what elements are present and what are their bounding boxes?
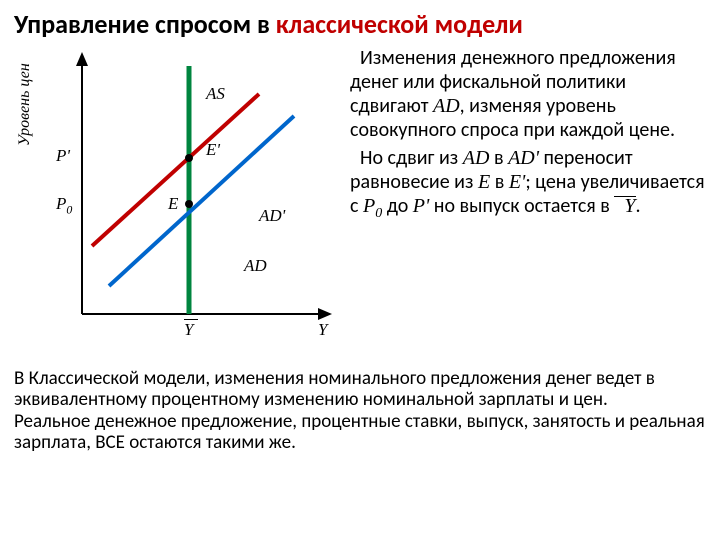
bottom-p1: В Классической модели, изменения номинал… xyxy=(14,368,706,411)
title-part1: Управление спросом в xyxy=(14,8,276,40)
s2h: E' xyxy=(509,171,526,193)
label-as: AS xyxy=(206,84,225,104)
chart-area: Уровень цен AS E' P' P0 E AD' AD Y xyxy=(14,46,344,356)
label-p0-p: P xyxy=(56,194,66,213)
s2m: но выпуск остается в xyxy=(429,194,614,218)
ybar-overline xyxy=(184,319,198,336)
e-point xyxy=(185,200,193,208)
s2g: в xyxy=(490,170,509,194)
label-ybar: Y xyxy=(184,320,193,340)
s2n: Y xyxy=(614,194,635,218)
content-row: Уровень цен AS E' P' P0 E AD' AD Y xyxy=(14,46,706,356)
s2n-y: Y xyxy=(624,195,635,217)
s2o: . xyxy=(636,194,641,218)
s2d: AD' xyxy=(508,147,539,169)
label-eprime: E' xyxy=(206,140,220,160)
eprime-point xyxy=(185,154,193,162)
s2c: в xyxy=(489,146,508,170)
label-e: E xyxy=(168,194,178,214)
title-part2: классической модели xyxy=(276,8,523,40)
side-p2: Но сдвиг из AD в AD' переносит равновеси… xyxy=(350,146,706,223)
s2b: AD xyxy=(463,147,490,169)
s2f: E xyxy=(478,171,490,193)
s2j-p: P xyxy=(363,195,375,217)
label-p0-sub: 0 xyxy=(66,202,72,216)
label-y: Y xyxy=(318,320,327,340)
label-p0: P0 xyxy=(56,194,72,217)
s2j: P0 xyxy=(363,195,382,217)
s2l-txt: P' xyxy=(413,195,430,217)
s2k: до xyxy=(382,194,413,218)
label-ad: AD xyxy=(244,256,267,276)
side-p1: Изменения денежного предложения денег ил… xyxy=(350,46,706,142)
bottom-text: В Классической модели, изменения номинал… xyxy=(14,368,706,453)
s2l: P' xyxy=(413,195,430,217)
side-text: Изменения денежного предложения денег ил… xyxy=(344,46,706,227)
ybar-inline xyxy=(614,196,635,197)
page-title: Управление спросом в классической модели xyxy=(14,8,706,40)
s1b: AD xyxy=(433,95,460,117)
arrow-y xyxy=(76,52,88,66)
bottom-p2: Реальное денежное предложение, процентны… xyxy=(14,411,706,454)
label-pprime: P' xyxy=(56,146,70,166)
arrow-x xyxy=(318,308,332,320)
label-adprime: AD' xyxy=(259,206,285,226)
s2a: Но сдвиг из xyxy=(360,146,463,170)
